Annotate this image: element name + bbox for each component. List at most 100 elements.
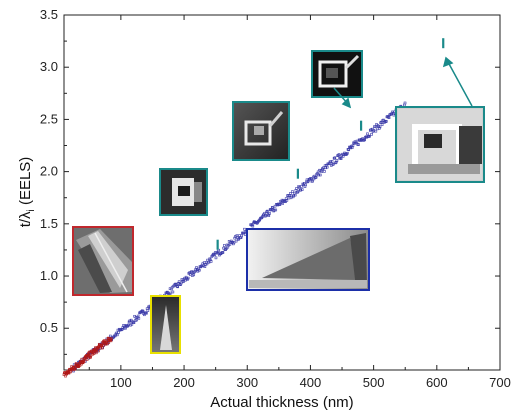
data-point [197, 268, 201, 272]
data-point [175, 283, 178, 286]
data-point [105, 342, 109, 346]
data-point [209, 258, 212, 262]
data-point [179, 281, 183, 285]
data-point [136, 314, 140, 318]
data-point [266, 209, 269, 213]
data-point [209, 260, 213, 263]
data-point [69, 370, 72, 374]
data-point [273, 204, 277, 208]
data-point [271, 206, 275, 210]
data-point-marker [442, 38, 445, 49]
data-point [234, 239, 238, 243]
data-point [233, 236, 237, 240]
x-axis-title: Actual thickness (nm) [210, 394, 353, 411]
data-point [314, 176, 317, 179]
data-point [249, 223, 253, 226]
data-point [287, 196, 291, 200]
data-point [265, 210, 269, 214]
data-point [403, 101, 407, 105]
data-point [135, 318, 139, 322]
data-point [263, 211, 266, 215]
y-tick-label: 1.0 [40, 268, 58, 283]
data-point [225, 247, 228, 250]
data-point [285, 199, 289, 202]
data-point [132, 321, 136, 324]
data-point [145, 311, 148, 315]
data-point [122, 327, 126, 330]
data-point [174, 282, 177, 286]
data-point [120, 328, 123, 332]
data-point [195, 266, 198, 269]
data-point [330, 160, 334, 163]
y-tick-label: 1.5 [40, 216, 58, 231]
data-point-marker [296, 168, 299, 179]
data-point [258, 218, 262, 222]
data-point [125, 325, 129, 328]
data-point [332, 157, 336, 160]
data-point [335, 159, 339, 162]
data-point [315, 172, 319, 176]
data-point [316, 170, 320, 174]
data-point [380, 123, 384, 127]
y-tick-label: 3.5 [40, 7, 58, 22]
data-point [364, 135, 367, 139]
data-point-marker [359, 120, 363, 131]
series-blue [72, 101, 407, 373]
data-point [289, 192, 292, 195]
data-point [115, 333, 119, 337]
data-point [370, 132, 373, 136]
teal-inset-2 [232, 101, 290, 161]
data-point [137, 317, 141, 320]
data-point [168, 287, 172, 290]
x-tick-label: 300 [236, 375, 258, 390]
data-point [175, 284, 179, 288]
data-point [318, 173, 322, 177]
data-point [259, 216, 263, 220]
data-point [223, 244, 226, 247]
data-point [351, 144, 355, 147]
data-point [318, 168, 321, 172]
data-point [363, 138, 367, 141]
data-point [216, 250, 220, 254]
data-point [392, 113, 396, 117]
y-tick-label: 2.0 [40, 164, 58, 179]
data-point [379, 121, 383, 124]
data-point [373, 125, 377, 129]
data-point [216, 251, 219, 255]
data-point [207, 260, 211, 264]
data-point [293, 193, 297, 197]
data-point [220, 251, 223, 255]
x-tick-label: 500 [363, 375, 385, 390]
data-point [231, 240, 234, 244]
data-point [268, 208, 272, 211]
y-axis-title-main: t/λ [17, 211, 34, 227]
data-point [89, 355, 92, 359]
data-point [314, 175, 318, 179]
data-point [172, 284, 175, 288]
data-point [190, 270, 193, 273]
data-point [339, 156, 342, 160]
data-point [250, 223, 254, 226]
data-point [375, 127, 379, 131]
data-point [205, 262, 209, 266]
data-point [110, 337, 113, 340]
data-point [282, 199, 286, 203]
data-point [344, 153, 348, 156]
data-point [100, 346, 104, 350]
data-point [278, 203, 282, 206]
data-point [273, 208, 276, 212]
data-point [334, 161, 337, 165]
data-point [251, 224, 255, 228]
data-point [257, 219, 260, 223]
data-point [143, 311, 147, 315]
data-point [82, 360, 86, 363]
data-point [304, 183, 307, 187]
data-point [146, 309, 150, 312]
x-tick-label: 700 [489, 375, 511, 390]
data-point [374, 129, 378, 133]
data-point [141, 309, 145, 313]
teal-inset-1 [159, 168, 208, 216]
data-point [109, 334, 112, 338]
data-point [238, 234, 241, 237]
